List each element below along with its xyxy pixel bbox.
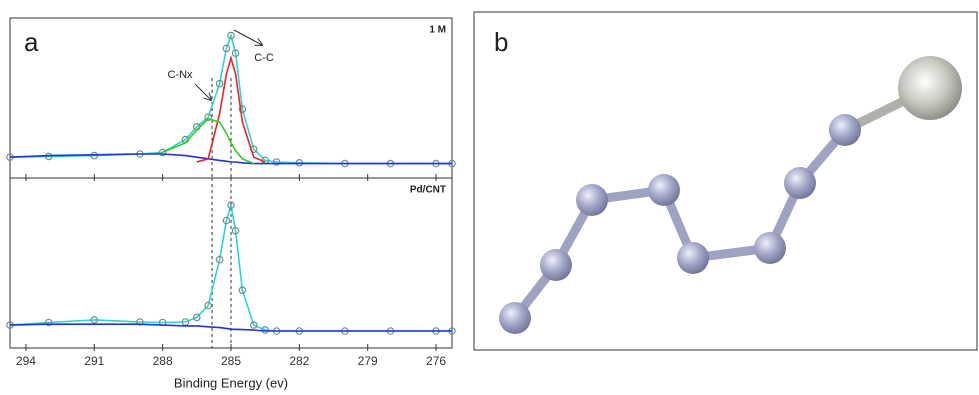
subplot-label: 1 M: [429, 25, 446, 36]
molecule: [499, 56, 962, 334]
figure: a b 1 M C-Nx C-C Pd/CNT 294 291 288 285 282 279 27…: [0, 0, 979, 395]
x-tick-label: 291: [84, 354, 104, 368]
x-tick-label: 294: [16, 354, 36, 368]
annotation-arrow: [234, 30, 262, 45]
x-tick-label: 285: [221, 354, 241, 368]
page: {"panel_labels":["a","b"], "chart_data":…: [0, 0, 979, 395]
atom: [540, 249, 572, 281]
x-axis-label: Binding Energy (ev): [174, 375, 288, 390]
atom: [784, 167, 816, 199]
atom: [677, 242, 709, 274]
annotation-arrow: [195, 84, 211, 100]
panel-label: b: [494, 27, 508, 57]
panel-b-frame: [474, 12, 977, 350]
atom: [576, 184, 608, 216]
annotation: C-C: [254, 52, 274, 64]
subplot-label: Pd/CNT: [410, 185, 446, 196]
annotation: C-Nx: [167, 69, 193, 81]
bond: [515, 130, 845, 318]
atom-pd: [898, 56, 962, 120]
x-tick-label: 279: [358, 354, 378, 368]
atom: [754, 232, 786, 264]
x-tick-label: 288: [153, 354, 173, 368]
spectrum-line: [10, 324, 452, 331]
panel-label: a: [24, 27, 39, 57]
atom: [829, 114, 861, 146]
atom: [648, 174, 680, 206]
x-tick-label: 276: [426, 354, 446, 368]
atom: [499, 302, 531, 334]
x-tick-label: 282: [289, 354, 309, 368]
